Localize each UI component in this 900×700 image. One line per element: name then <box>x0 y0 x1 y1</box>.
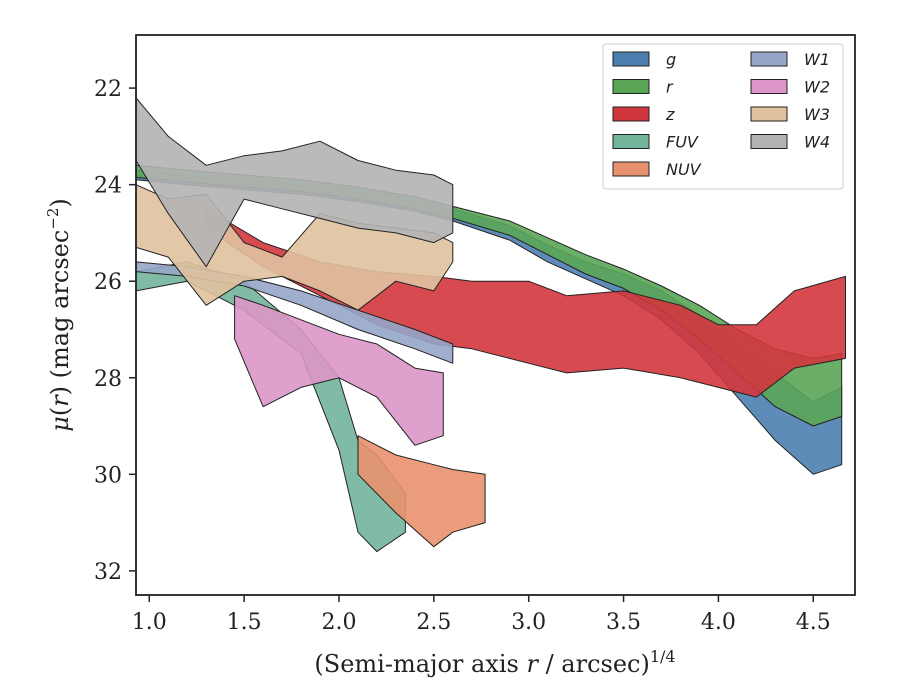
legend-entry-r: r <box>612 78 674 97</box>
x-tick-label: 2.0 <box>321 610 356 635</box>
legend-entry-w1: W1 <box>750 50 830 69</box>
x-tick-label: 2.5 <box>416 610 451 635</box>
band-w2 <box>234 295 444 446</box>
legend-swatch <box>612 106 650 122</box>
legend-swatch <box>612 134 650 149</box>
legend-swatch <box>750 51 788 67</box>
x-tick-label: 1.5 <box>227 610 262 635</box>
legend-swatch <box>612 79 650 94</box>
y-axis: 22 24 26 28 30 32 <box>94 77 136 585</box>
x-axis-label: (Semi-major axis r / arcsec)1/4 <box>314 647 675 678</box>
band-nuv <box>357 435 486 548</box>
y-tick-label: 22 <box>94 77 122 102</box>
x-tick-label: 3.0 <box>511 610 546 635</box>
x-tick-label: 4.5 <box>796 610 831 635</box>
legend-entry-w4: W4 <box>750 133 830 152</box>
y-tick-label: 24 <box>94 174 122 199</box>
legend-label: NUV <box>666 160 702 179</box>
legend-label: FUV <box>666 133 699 152</box>
legend-entry-w3: W3 <box>750 105 830 124</box>
legend-label: W4 <box>804 133 830 152</box>
legend-label: W1 <box>804 50 830 69</box>
band-w4 <box>136 97 454 268</box>
legend-entry-z: z <box>612 105 675 124</box>
x-tick-label: 3.5 <box>606 610 641 635</box>
legend-label: r <box>666 78 674 97</box>
legend-entry-nuv: NUV <box>612 160 702 179</box>
legend-swatch <box>750 79 788 94</box>
y-tick-label: 30 <box>94 463 122 488</box>
legend-entry-w2: W2 <box>750 78 830 97</box>
x-axis: 1.0 1.5 2.0 2.5 3.0 3.5 4.0 4.5 <box>132 595 831 635</box>
x-tick-label: 4.0 <box>701 610 736 635</box>
legend-swatch <box>612 161 650 177</box>
legend-entry-fuv: FUV <box>612 133 699 152</box>
plot-frame <box>135 34 856 596</box>
legend-label: g <box>666 50 676 69</box>
legend-entry-g: g <box>612 50 676 69</box>
x-tick-label: 1.0 <box>132 610 167 635</box>
band-layer <box>136 97 846 553</box>
y-axis-label: μ(r) (mag arcsec−2) <box>44 198 74 432</box>
legend-swatch <box>750 134 788 149</box>
legend-swatch <box>612 51 650 67</box>
legend-label: W3 <box>804 105 830 124</box>
y-tick-label: 32 <box>94 560 122 585</box>
y-tick-label: 28 <box>94 367 122 392</box>
legend-label: z <box>665 105 675 124</box>
y-tick-label: 26 <box>94 270 122 295</box>
legend: grz FUV NUV W1 W2 W3 W4 <box>602 43 844 190</box>
legend-label: W2 <box>804 78 830 97</box>
legend-swatch <box>750 106 788 122</box>
